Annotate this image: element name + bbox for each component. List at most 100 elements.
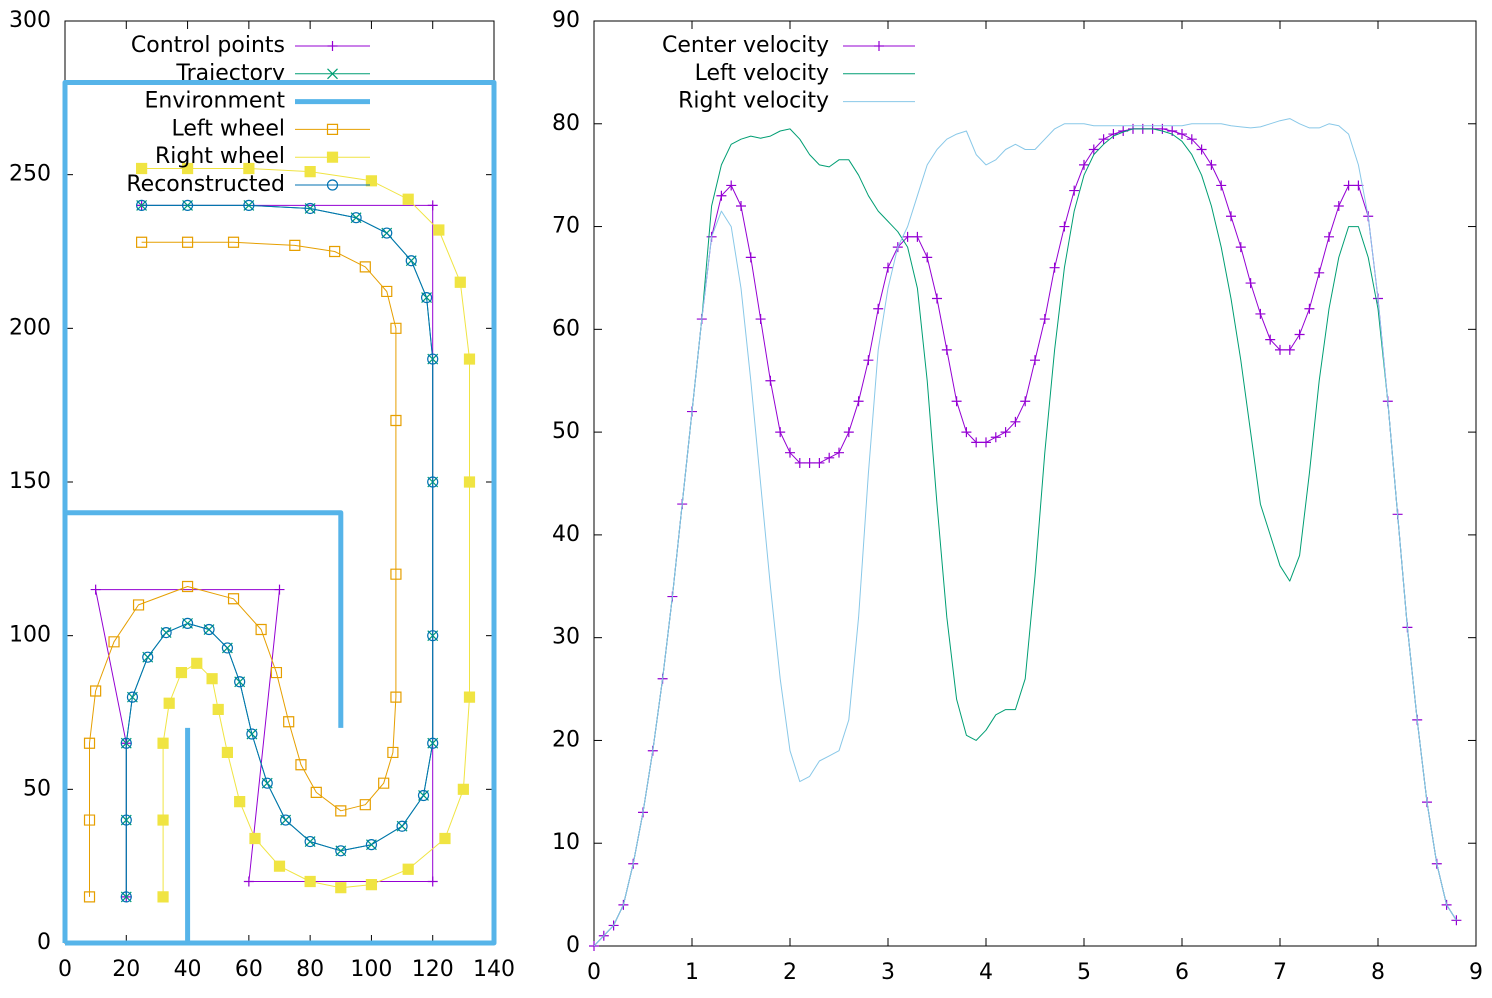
- data-point: [1049, 262, 1060, 273]
- data-point: [785, 447, 795, 458]
- y-tick-label: 30: [552, 625, 580, 650]
- data-point: [439, 832, 451, 845]
- y-tick-label: 0: [37, 930, 51, 955]
- legend-marker: [327, 41, 338, 51]
- x-tick-label: 140: [473, 957, 515, 982]
- legend-marker: [326, 123, 339, 135]
- data-point: [1108, 129, 1119, 140]
- legend-marker: [327, 68, 338, 80]
- x-tick-label: 20: [112, 957, 140, 982]
- data-point: [359, 261, 371, 273]
- data-point: [365, 175, 378, 187]
- data-point: [1216, 180, 1227, 191]
- x-tick-label: 100: [350, 957, 392, 982]
- data-point: [932, 293, 942, 304]
- data-point: [1010, 416, 1021, 427]
- data-point: [765, 375, 776, 386]
- data-point: [427, 353, 439, 365]
- data-point: [1226, 211, 1236, 222]
- data-point: [1304, 303, 1315, 314]
- data-point: [390, 691, 402, 703]
- data-point: [273, 860, 286, 872]
- data-point: [212, 703, 224, 716]
- x-tick-label: 9: [1469, 960, 1483, 985]
- y-tick-label: 50: [552, 419, 580, 444]
- data-point: [246, 728, 258, 740]
- data-point: [417, 789, 430, 802]
- legend-label: Right velocity: [678, 89, 829, 114]
- data-point: [1088, 144, 1099, 155]
- data-point: [390, 414, 402, 427]
- data-point: [843, 427, 854, 438]
- y-tick-label: 0: [566, 933, 580, 958]
- data-point: [427, 476, 439, 488]
- data-point: [427, 737, 439, 749]
- y-tick-label: 70: [552, 214, 580, 239]
- data-point: [941, 344, 952, 355]
- x-tick-label: 120: [412, 957, 454, 982]
- data-point: [1245, 278, 1256, 289]
- data-point: [126, 691, 139, 703]
- data-point: [181, 617, 194, 629]
- legend-label: Center velocity: [662, 33, 829, 58]
- data-point: [350, 212, 362, 224]
- data-point: [775, 427, 786, 438]
- data-point: [1265, 334, 1276, 345]
- data-point: [1186, 134, 1197, 145]
- data-point: [873, 303, 884, 314]
- data-point: [206, 673, 218, 685]
- data-point: [427, 876, 438, 887]
- data-point: [1343, 180, 1354, 191]
- x-tick-label: 60: [235, 957, 263, 982]
- legend-marker: [874, 41, 884, 51]
- data-point: [420, 292, 433, 304]
- y-tick-label: 150: [9, 469, 51, 494]
- data-point: [304, 836, 316, 848]
- data-point: [175, 666, 188, 679]
- data-point: [227, 593, 240, 605]
- series-line: [593, 128, 1457, 947]
- data-point: [329, 245, 341, 258]
- y-tick-label: 90: [552, 8, 580, 33]
- data-point: [390, 568, 402, 580]
- y-tick-label: 250: [9, 162, 51, 187]
- data-point: [981, 437, 991, 448]
- data-point: [402, 193, 414, 205]
- data-point: [203, 623, 215, 636]
- data-point: [365, 879, 378, 891]
- data-point: [234, 676, 246, 688]
- data-point: [814, 457, 825, 468]
- data-point: [160, 627, 172, 639]
- data-point: [191, 657, 203, 669]
- data-point: [1255, 308, 1266, 319]
- legend-label: Right wheel: [155, 144, 285, 169]
- data-point: [390, 322, 402, 334]
- y-tick-label: 40: [552, 522, 580, 547]
- data-point: [120, 814, 132, 826]
- y-tick-label: 100: [9, 623, 51, 648]
- data-point: [804, 457, 815, 468]
- data-point: [83, 737, 96, 749]
- legend-label: Left wheel: [171, 116, 285, 141]
- data-point: [1020, 396, 1031, 407]
- data-point: [726, 180, 737, 191]
- x-tick-label: 0: [587, 960, 601, 985]
- series-line: [593, 128, 1457, 947]
- data-point: [310, 786, 322, 799]
- x-tick-label: 7: [1273, 960, 1287, 985]
- data-point: [755, 314, 766, 325]
- data-point: [1333, 201, 1344, 211]
- data-point: [142, 651, 154, 663]
- data-point: [1069, 185, 1080, 196]
- data-point: [853, 396, 864, 407]
- legend-marker: [326, 151, 339, 163]
- x-tick-label: 3: [881, 960, 895, 985]
- data-point: [90, 685, 102, 697]
- series-line: [125, 204, 434, 897]
- data-point: [157, 891, 169, 903]
- data-point: [132, 599, 145, 611]
- data-point: [335, 805, 347, 817]
- data-point: [243, 876, 254, 887]
- data-point: [274, 584, 285, 595]
- legend-label: Control points: [131, 33, 285, 58]
